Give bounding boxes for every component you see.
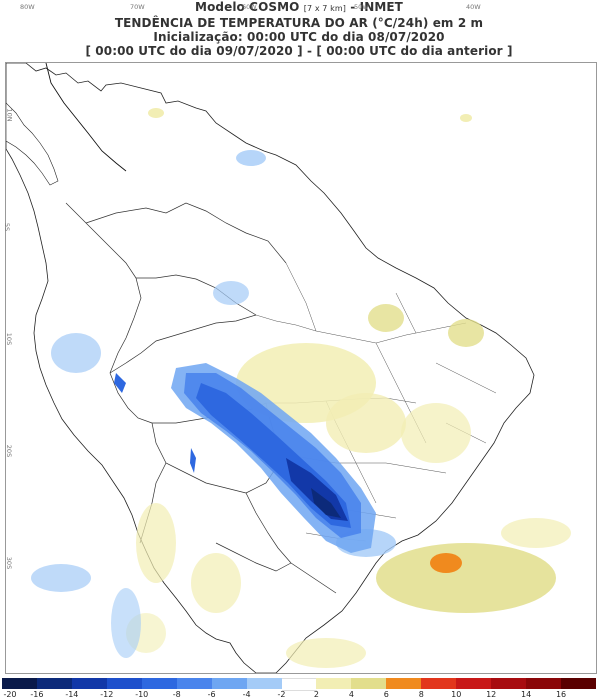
colorbar-label: -4 <box>242 690 251 699</box>
colorbar-label: -12 <box>100 690 114 699</box>
model-resolution: [7 x 7 km] <box>303 4 346 13</box>
colorbar-swatch <box>281 678 317 691</box>
title-line-1: Modelo COSMO [7 x 7 km] - INMET <box>0 0 598 16</box>
colorbar-swatch <box>456 678 492 689</box>
model-name: Modelo COSMO <box>195 0 300 14</box>
colorbar-swatch <box>561 678 597 689</box>
title-initialization: Inicialização: 00:00 UTC do dia 08/07/20… <box>153 30 445 44</box>
lat-tick: 5S <box>3 222 12 232</box>
lon-tick: 80W <box>20 3 35 11</box>
colorbar-swatch <box>491 678 527 689</box>
lon-tick: 70W <box>130 3 145 11</box>
title-variable: TENDÊNCIA DE TEMPERATURA DO AR (°C/24h) … <box>114 16 484 30</box>
cooling-regions <box>31 150 396 658</box>
agency-name: - INMET <box>350 0 403 14</box>
colorbar-label: 16 <box>555 690 567 699</box>
temperature-tendency-map <box>6 63 571 673</box>
map-header: Modelo COSMO [7 x 7 km] - INMET TENDÊNCI… <box>0 0 598 62</box>
colorbar-swatch <box>36 678 73 689</box>
colorbar-swatch <box>211 678 248 689</box>
colorbar-swatch <box>141 678 178 689</box>
colorbar-legend: -20 -16 -14 -12 -10 -8 -6 -4 -2 2 4 6 8 10 12 14 16 <box>0 676 598 700</box>
colorbar-label: 8 <box>418 690 424 699</box>
lon-tick: 60W <box>242 3 257 11</box>
colorbar-label: 6 <box>383 690 389 699</box>
colorbar-label: -2 <box>277 690 286 699</box>
lon-tick: 50W <box>354 3 369 11</box>
colorbar-swatch <box>316 678 352 689</box>
coastline <box>45 63 127 172</box>
colorbar-swatch <box>2 678 38 689</box>
colorbar-label: 2 <box>313 690 320 699</box>
colorbar-swatch <box>351 678 387 689</box>
colorbar-label: 12 <box>486 690 497 699</box>
lat-tick: 30S <box>5 556 14 570</box>
lon-tick: 40W <box>466 3 481 11</box>
colorbar-swatch <box>421 678 457 689</box>
map-frame: 80W 70W 60W 50W 40W 10N 5S 10S 20S 30S <box>3 3 597 674</box>
colorbar-label: 14 <box>521 690 532 699</box>
colorbar-label: -14 <box>65 690 79 699</box>
colorbar-swatch <box>246 678 283 689</box>
colorbar-label: -16 <box>30 690 44 699</box>
title-valid-period: [ 00:00 UTC do dia 09/07/2020 ] - [ 00:0… <box>85 44 513 58</box>
colorbar-label: -6 <box>207 690 216 699</box>
colorbar-label: 4 <box>348 690 354 699</box>
colorbar-label: -8 <box>172 690 181 699</box>
lat-tick: 10S <box>5 332 14 346</box>
colorbar-swatch <box>176 678 213 689</box>
colorbar-swatch <box>106 678 143 689</box>
colorbar-swatch <box>71 678 108 689</box>
lat-tick: 20S <box>5 444 14 458</box>
lat-tick: 10N <box>5 108 14 122</box>
colorbar-label: -20 <box>3 690 17 699</box>
colorbar-label: 10 <box>451 690 462 699</box>
colorbar-swatch <box>386 678 422 689</box>
colorbar-label: -10 <box>135 690 149 699</box>
colorbar-swatch <box>526 678 562 689</box>
